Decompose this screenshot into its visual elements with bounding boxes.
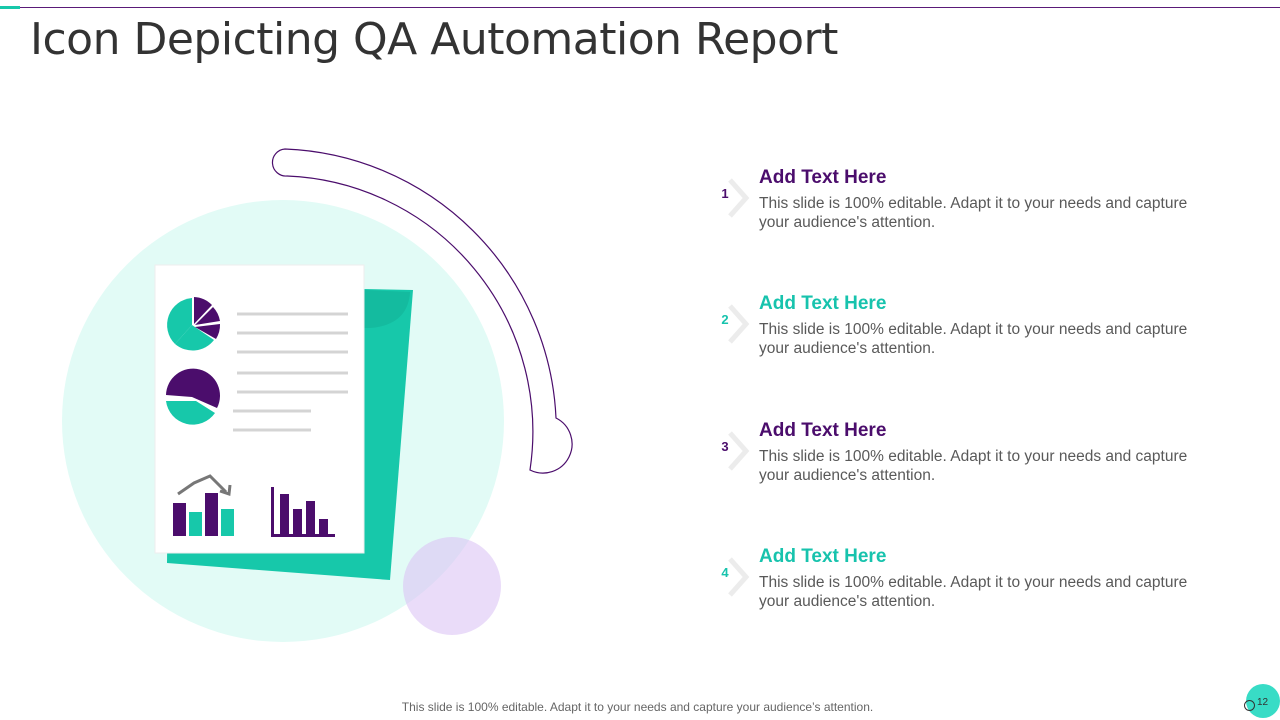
item-number: 1 xyxy=(721,186,729,201)
pie-chart-icon xyxy=(167,297,221,351)
item-description: This slide is 100% editable. Adapt it to… xyxy=(759,195,1188,231)
footer-note: This slide is 100% editable. Adapt it to… xyxy=(401,700,874,714)
arc-outline xyxy=(271,148,573,474)
item-description: This slide is 100% editable. Adapt it to… xyxy=(759,321,1188,357)
item-heading: Add Text Here xyxy=(759,167,887,188)
trend-arrow-icon xyxy=(177,474,232,497)
page-number-badge: 12 xyxy=(1244,684,1280,720)
accent-bar-teal xyxy=(0,6,20,9)
qa-report-illustration xyxy=(62,148,573,642)
item-number: 2 xyxy=(721,312,729,327)
report-document-icon xyxy=(154,264,413,580)
slide-title: Icon Depicting QA Automation Report xyxy=(30,14,838,65)
pie-chart-icon xyxy=(166,368,220,425)
item-heading: Add Text Here xyxy=(759,293,887,314)
item-number: 4 xyxy=(721,565,729,580)
item-heading: Add Text Here xyxy=(759,420,887,441)
chevron-right-icon xyxy=(728,304,750,344)
decorative-circle xyxy=(403,537,501,635)
item-number: 3 xyxy=(721,439,729,454)
item-description: This slide is 100% editable. Adapt it to… xyxy=(759,574,1188,610)
page-badge-ring xyxy=(1244,700,1255,711)
chevron-right-icon xyxy=(728,178,750,218)
list-item: 2 Add Text Here This slide is 100% edita… xyxy=(716,292,1216,362)
chevron-right-icon xyxy=(728,557,750,597)
list-item: 3 Add Text Here This slide is 100% edita… xyxy=(716,419,1216,489)
list-item: 4 Add Text Here This slide is 100% edita… xyxy=(716,545,1216,615)
page-number: 12 xyxy=(1257,697,1269,708)
accent-line-purple xyxy=(20,7,1280,8)
bar-chart-icon xyxy=(173,493,234,536)
item-description: This slide is 100% editable. Adapt it to… xyxy=(759,448,1188,484)
chevron-right-icon xyxy=(728,431,750,471)
bar-chart-icon xyxy=(271,487,335,537)
item-heading: Add Text Here xyxy=(759,546,887,567)
list-item: 1 Add Text Here This slide is 100% edita… xyxy=(716,166,1216,236)
text-lines xyxy=(233,312,348,432)
